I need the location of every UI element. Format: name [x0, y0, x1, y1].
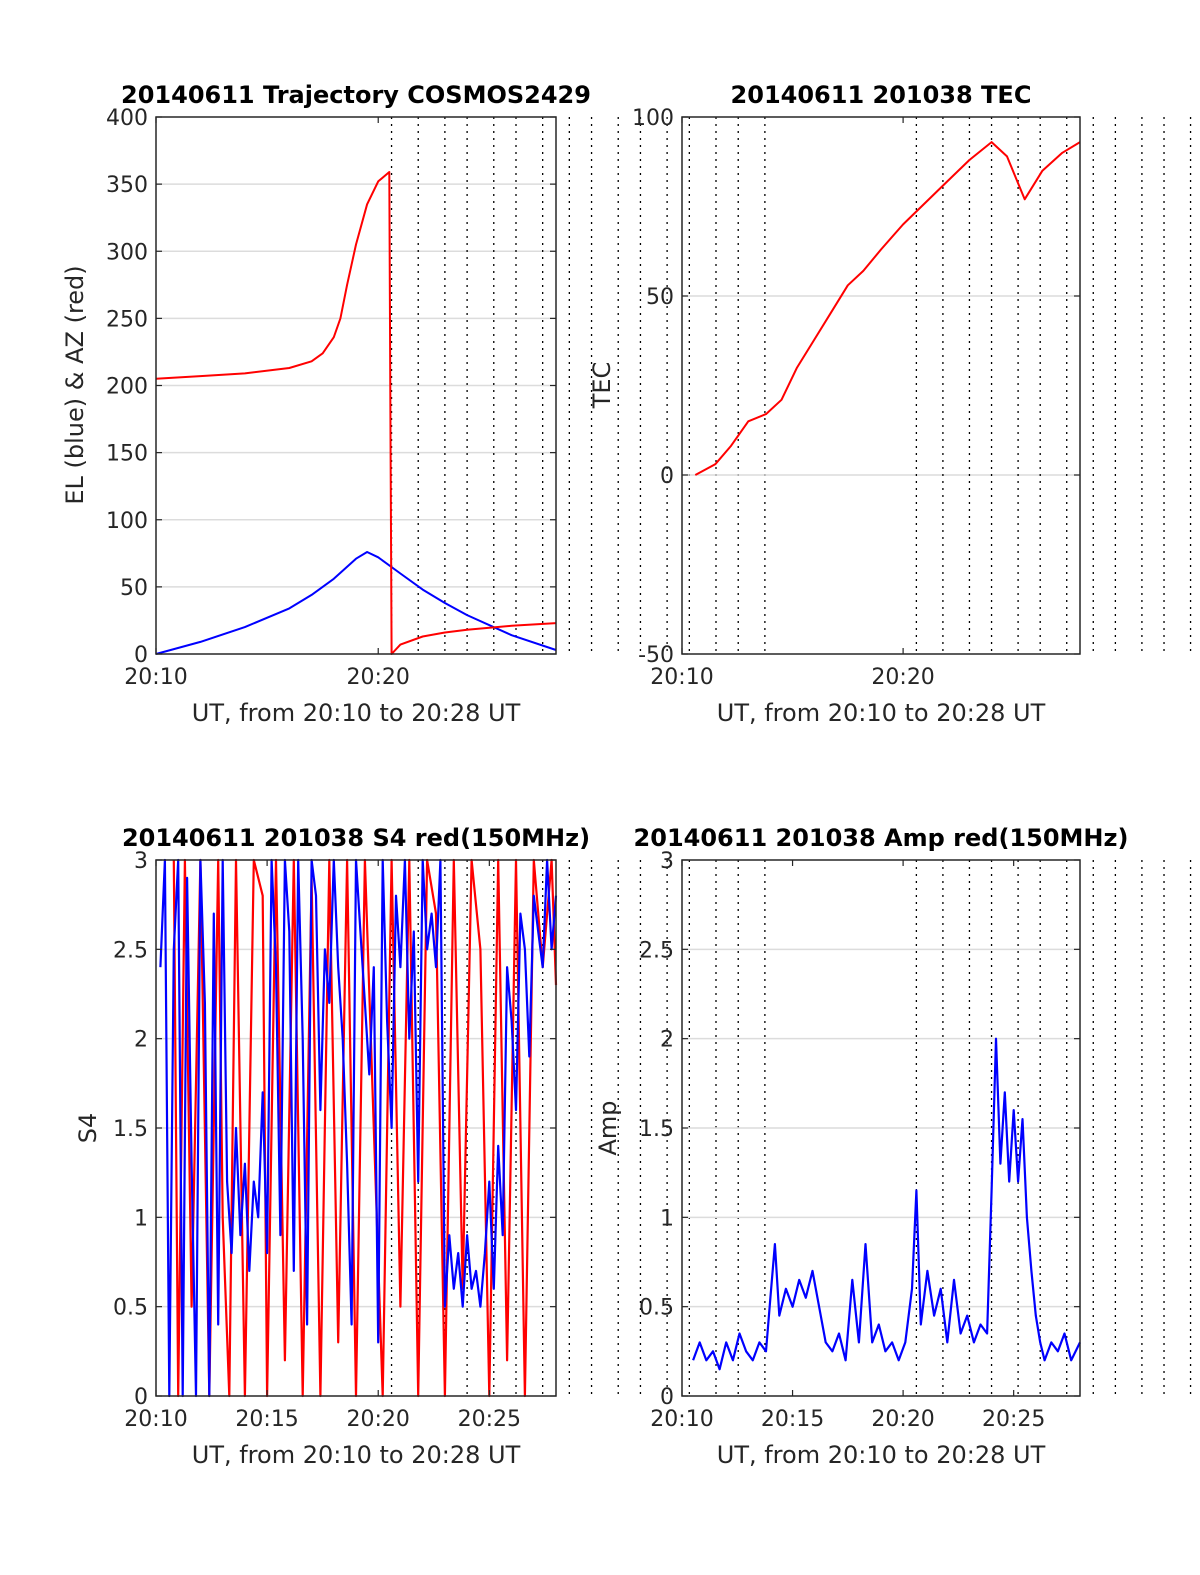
x-axis-label: UT, from 20:10 to 20:28 UT: [192, 699, 521, 727]
y-tick-label: 50: [120, 576, 148, 601]
y-tick-label: 0: [660, 1385, 674, 1410]
y-tick-label: 2: [134, 1028, 148, 1053]
series-amp-line: [692, 1037, 1081, 1371]
plot-area: 0 0.5 1 1.5 2 2.5 3 20:10 20:15 20:20 20:25: [639, 849, 1192, 1432]
series-tec-line: [694, 141, 1081, 476]
y-tick-label: 0: [660, 464, 674, 489]
series-az-line: [155, 171, 557, 655]
x-tick-label: 20:10: [650, 665, 713, 690]
y-axis-label: Amp: [594, 1100, 622, 1155]
y-tick-label: 1.5: [113, 1117, 148, 1142]
y-tick-label: 0: [134, 1385, 148, 1410]
x-tick-label: 20:10: [124, 1407, 187, 1432]
x-tick-label: 20:10: [124, 665, 187, 690]
series-el-line: [155, 551, 557, 655]
plot-area: 0 0.5 1 1.5 2 2.5 3 20:10 20:15 20:20 20:25: [113, 849, 766, 1432]
x-tick-label: 20:20: [871, 1407, 934, 1432]
panel-amp: 0 0.5 1 1.5 2 2.5 3 20:10 20:15 20:20 20:25 201406…: [594, 824, 1192, 1469]
plot-area: -50 0 50 100 20:10 20:20: [632, 106, 1192, 690]
y-axis-label: S4: [74, 1113, 102, 1144]
y-tick-label: 2.5: [113, 938, 148, 963]
y-axis-label: TEC: [588, 362, 616, 410]
x-tick-label: 20:25: [982, 1407, 1045, 1432]
y-tick-label: 3: [134, 849, 148, 874]
x-tick-label: 20:10: [650, 1407, 713, 1432]
panel-trajectory: 0 50 100 150 200 250 300 350 400 20:10 20:20 20140…: [61, 81, 766, 727]
y-tick-label: 0.5: [113, 1296, 148, 1321]
y-tick-label: 1.5: [639, 1117, 674, 1142]
plot-area: 0 50 100 150 200 250 300 350 400 20:10 20:20: [106, 106, 766, 690]
chart-title: 20140611 201038 Amp red(150MHz): [634, 824, 1129, 852]
y-tick-label: 150: [106, 442, 148, 467]
y-tick-label: 250: [106, 307, 148, 332]
x-tick-label: 20:25: [458, 1407, 521, 1432]
y-axis-label: EL (blue) & AZ (red): [61, 265, 89, 504]
y-tick-label: 3: [660, 849, 674, 874]
x-tick-label: 20:15: [235, 1407, 298, 1432]
x-tick-label: 20:20: [871, 665, 934, 690]
x-axis-label: UT, from 20:10 to 20:28 UT: [192, 1441, 521, 1469]
x-axis-label: UT, from 20:10 to 20:28 UT: [717, 699, 1046, 727]
y-tick-label: 100: [632, 106, 674, 131]
chart-title: 20140611 201038 TEC: [731, 81, 1032, 109]
y-tick-label: 2: [660, 1028, 674, 1053]
y-tick-label: 0: [134, 643, 148, 668]
axes-box: [681, 116, 1081, 655]
y-tick-label: 2.5: [639, 938, 674, 963]
y-tick-label: 50: [646, 285, 674, 310]
y-tick-label: 400: [106, 106, 148, 131]
x-tick-label: 20:15: [761, 1407, 824, 1432]
y-tick-label: 350: [106, 173, 148, 198]
y-tick-label: 1: [134, 1206, 148, 1231]
chart-title: 20140611 Trajectory COSMOS2429: [121, 81, 591, 109]
y-tick-label: 1: [660, 1206, 674, 1231]
x-axis-label: UT, from 20:10 to 20:28 UT: [717, 1441, 1046, 1469]
series-blue-line: [159, 858, 558, 1398]
y-tick-label: -50: [638, 643, 674, 668]
y-tick-label: 200: [106, 375, 148, 400]
y-tick-label: 300: [106, 240, 148, 265]
y-tick-label: 100: [106, 509, 148, 534]
x-tick-label: 20:20: [347, 1407, 410, 1432]
x-tick-label: 20:20: [347, 665, 410, 690]
panel-s4: 0 0.5 1 1.5 2 2.5 3 20:10 20:15 20:20 20:25 201406…: [74, 824, 766, 1469]
y-tick-label: 0.5: [639, 1296, 674, 1321]
chart-title: 20140611 201038 S4 red(150MHz): [122, 824, 590, 852]
